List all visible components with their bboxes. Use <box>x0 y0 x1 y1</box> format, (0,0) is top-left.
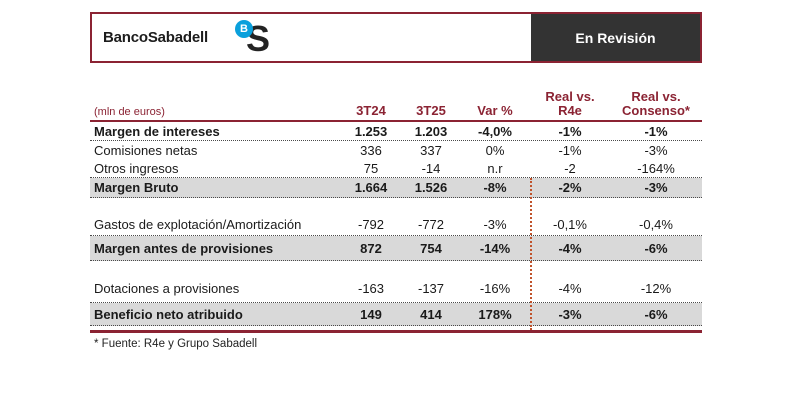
table-row-otros-ingresos: Otros ingresos 75 -14 n.r -2 -164% <box>90 160 702 178</box>
col-header-real-vs-r4e: Real vs. R4e <box>530 90 610 118</box>
col-header-real-vs-consenso: Real vs. Consenso* <box>610 90 702 118</box>
cell-3t25: 1.203 <box>414 123 448 139</box>
cell-var: -8% <box>483 180 507 195</box>
table-row-beneficio-neto: Beneficio neto atribuido 149 414 178% -3… <box>90 303 702 326</box>
col-header-line2: R4e <box>558 103 582 118</box>
cell-var: -4,0% <box>478 123 512 139</box>
cell-var: 178% <box>478 306 512 322</box>
cell-var: n.r <box>487 161 503 176</box>
cell-3t24: 1.253 <box>354 123 388 139</box>
table-row-dotaciones-provisiones: Dotaciones a provisiones -163 -137 -16% … <box>90 275 702 303</box>
status-badge: En Revisión <box>531 14 700 61</box>
bottom-rule <box>90 330 702 333</box>
cell-3t24: 1.664 <box>354 180 388 195</box>
cell-3t25: -772 <box>417 217 445 232</box>
cell-vs-consenso: -1% <box>644 123 668 139</box>
cell-var: -3% <box>483 217 507 232</box>
row-label: Comisiones netas <box>94 143 198 158</box>
cell-vs-r4e: -2% <box>558 180 582 195</box>
row-spacer <box>90 261 702 275</box>
row-label: Margen Bruto <box>94 180 179 195</box>
col-header-var: Var % <box>477 103 513 118</box>
row-label: Gastos de explotación/Amortización <box>94 217 302 232</box>
table-row-margen-bruto: Margen Bruto 1.664 1.526 -8% -2% -3% <box>90 178 702 198</box>
col-header-3t25: 3T25 <box>416 103 446 118</box>
unit-label: (mln de euros) <box>94 106 165 118</box>
cell-vs-consenso: -0,4% <box>639 217 673 232</box>
cell-3t25: -14 <box>421 161 441 176</box>
cell-vs-consenso: -6% <box>644 306 668 322</box>
cell-3t24: -163 <box>357 281 385 296</box>
consensus-divider-line <box>530 178 532 330</box>
col-header-3t24: 3T24 <box>356 103 386 118</box>
cell-var: 0% <box>485 143 505 158</box>
row-label: Beneficio neto atribuido <box>94 306 243 322</box>
col-header-line2: Consenso* <box>622 103 690 118</box>
table-header-row: (mln de euros) 3T24 3T25 Var % Real vs. … <box>90 82 702 122</box>
cell-vs-r4e: -1% <box>558 143 582 158</box>
cell-var: -14% <box>479 240 511 256</box>
cell-3t24: 872 <box>360 240 382 256</box>
cell-vs-consenso: -3% <box>644 180 668 195</box>
brand-name: BancoSabadell <box>103 29 208 46</box>
col-header-line1: Real vs. <box>545 89 595 104</box>
cell-3t24: 75 <box>363 161 379 176</box>
cell-3t24: 336 <box>360 143 382 158</box>
results-table: (mln de euros) 3T24 3T25 Var % Real vs. … <box>90 82 702 350</box>
table-row-comisiones-netas: Comisiones netas 336 337 0% -1% -3% <box>90 141 702 160</box>
cell-3t24: -792 <box>357 217 385 232</box>
cell-3t25: 1.526 <box>414 180 448 195</box>
cell-vs-r4e: -2 <box>564 161 576 176</box>
cell-vs-r4e: -1% <box>558 123 582 139</box>
row-label: Margen de intereses <box>94 123 220 139</box>
footnote: * Fuente: R4e y Grupo Sabadell <box>94 338 258 350</box>
cell-3t24: 149 <box>360 306 382 322</box>
cell-vs-consenso: -6% <box>644 240 668 256</box>
cell-vs-consenso: -164% <box>637 161 675 176</box>
cell-3t25: -137 <box>417 281 445 296</box>
cell-3t25: 754 <box>420 240 442 256</box>
cell-vs-r4e: -4% <box>558 281 582 296</box>
table-row-margen-de-intereses: Margen de intereses 1.253 1.203 -4,0% -1… <box>90 122 702 141</box>
cell-var: -16% <box>479 281 511 296</box>
row-label: Dotaciones a provisiones <box>94 281 240 296</box>
header-bar: BancoSabadell S B En Revisión <box>90 12 702 63</box>
col-header-line1: Real vs. <box>631 89 681 104</box>
row-label: Otros ingresos <box>94 161 179 176</box>
row-label: Margen antes de provisiones <box>94 240 274 256</box>
row-spacer <box>90 198 702 214</box>
cell-vs-r4e: -0,1% <box>553 217 587 232</box>
brand-logo: BancoSabadell S B <box>92 14 531 61</box>
sabadell-logo-icon: S B <box>234 16 275 60</box>
cell-vs-r4e: -3% <box>558 306 582 322</box>
table-row-gastos-explotacion: Gastos de explotación/Amortización -792 … <box>90 214 702 236</box>
cell-vs-consenso: -3% <box>644 143 668 158</box>
logo-b-badge-icon: B <box>234 19 253 38</box>
cell-3t25: 414 <box>420 306 442 322</box>
cell-vs-consenso: -12% <box>640 281 672 296</box>
table-row-margen-antes-provisiones: Margen antes de provisiones 872 754 -14%… <box>90 236 702 261</box>
cell-3t25: 337 <box>420 143 442 158</box>
cell-vs-r4e: -4% <box>558 240 582 256</box>
